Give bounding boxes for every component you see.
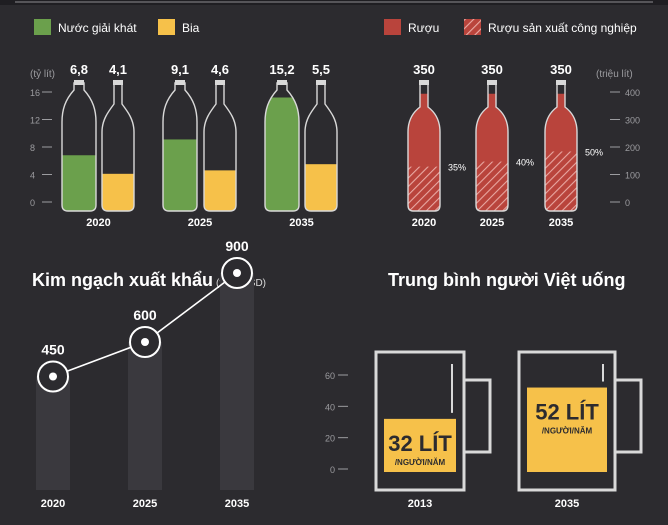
x-tick-right: 2020	[412, 217, 436, 229]
y-tick-right: 300	[625, 116, 640, 126]
legend-swatch-wine	[384, 19, 401, 35]
y-tick-right: 0	[625, 198, 630, 208]
x-tick-left: 2025	[188, 217, 212, 229]
legend-swatch-beer	[158, 19, 175, 35]
x-tick-export: 2020	[41, 498, 65, 510]
y-axis-label-right: (triệu lít)	[596, 69, 633, 80]
x-tick-mug: 2013	[408, 498, 432, 510]
data-label-industrial: 35%	[448, 163, 466, 173]
y-tick-right: 200	[625, 143, 640, 153]
bottle-cap	[215, 80, 225, 85]
bottle-icon	[203, 82, 237, 212]
data-label-beer: 4,1	[109, 62, 127, 77]
wine-bottle-icon	[475, 82, 509, 212]
bar-soft-drink	[62, 155, 96, 211]
mug-handle	[615, 378, 643, 454]
beer-mug-icon	[374, 350, 466, 492]
y-tick-left: 4	[30, 171, 35, 181]
y-tick-left: 0	[30, 198, 35, 208]
data-label-soft-drink: 6,8	[70, 62, 88, 77]
y-tick-mug: 20	[325, 434, 335, 444]
bar-consumption	[527, 387, 607, 472]
bottle-cap	[277, 80, 287, 85]
data-label-soft-drink: 15,2	[269, 62, 294, 77]
y-tick-left: 16	[30, 88, 40, 98]
data-label-export: 600	[133, 307, 157, 323]
bar-beer	[305, 164, 337, 211]
data-label-wine: 350	[481, 62, 503, 77]
chart-title-export: Kim ngạch xuất khẩu	[32, 270, 213, 290]
wine-bottle-icon	[544, 82, 578, 212]
bottle-icon	[264, 82, 300, 212]
legend-swatch-soft-drink	[34, 19, 51, 35]
column-shadow	[36, 376, 70, 490]
data-label-wine: 350	[550, 62, 572, 77]
bottle-cap	[74, 80, 84, 85]
y-tick-left: 12	[30, 116, 40, 126]
bottle-cap	[175, 80, 185, 85]
bottle-cap	[419, 80, 429, 85]
data-label-beer: 4,6	[211, 62, 229, 77]
bar-beer	[102, 173, 134, 211]
bottle-icon	[162, 82, 198, 212]
y-tick-mug: 40	[325, 402, 335, 412]
x-tick-export: 2025	[133, 498, 157, 510]
point-export	[141, 338, 149, 346]
bar-industrial	[545, 151, 577, 211]
bar-consumption	[384, 418, 456, 472]
point-export	[233, 269, 241, 277]
x-tick-left: 2035	[289, 217, 313, 229]
data-sublabel-consumption: /NGƯỜI/NĂM	[395, 458, 446, 467]
data-label-industrial: 40%	[516, 158, 534, 168]
beer-mug-icon	[517, 350, 617, 492]
legend-label-wine: Rượu	[408, 21, 439, 35]
data-label-beer: 5,5	[312, 62, 330, 77]
bar-industrial	[476, 161, 508, 211]
x-tick-right: 2025	[480, 217, 504, 229]
data-label-export: 450	[41, 342, 65, 358]
bottle-cap	[316, 80, 326, 85]
column-shadow	[220, 273, 254, 490]
column-shadow	[128, 342, 162, 490]
bottle-cap	[556, 80, 566, 85]
legend-label-beer: Bia	[182, 21, 200, 35]
x-tick-right: 2035	[549, 217, 573, 229]
chart-title-consumption: Trung bình người Việt uống	[388, 270, 625, 290]
y-tick-right: 100	[625, 171, 640, 181]
bottle-icon	[304, 82, 338, 212]
y-tick-mug: 0	[330, 465, 335, 475]
data-label-soft-drink: 9,1	[171, 62, 189, 77]
bar-soft-drink	[163, 139, 197, 211]
point-export	[49, 372, 57, 381]
x-tick-left: 2020	[86, 217, 110, 229]
x-tick-export: 2035	[225, 498, 249, 510]
x-tick-mug: 2035	[555, 498, 579, 510]
bottle-icon	[101, 82, 135, 212]
bottle-cap	[113, 80, 123, 85]
y-tick-left: 8	[30, 143, 35, 153]
legend-swatch-industrial	[464, 19, 481, 35]
data-sublabel-consumption: /NGƯỜI/NĂM	[542, 427, 593, 436]
legend-label-industrial: Rượu sản xuất công nghiệp	[488, 21, 637, 35]
bar-industrial	[408, 166, 440, 211]
data-label-wine: 350	[413, 62, 435, 77]
bar-soft-drink	[265, 97, 299, 211]
mug-handle	[464, 378, 492, 454]
y-tick-right: 400	[625, 88, 640, 98]
bar-beer	[204, 170, 236, 211]
bottle-cap	[487, 80, 497, 85]
data-label-industrial: 50%	[585, 147, 603, 157]
y-axis-label-left: (tỷ lít)	[30, 68, 55, 80]
data-label-consumption: 32 LÍT	[388, 431, 452, 456]
bottle-icon	[61, 82, 97, 212]
data-label-consumption: 52 LÍT	[535, 400, 599, 425]
wine-bottle-icon	[407, 82, 441, 212]
legend-label-soft-drink: Nước giải khát	[58, 21, 137, 35]
data-label-export: 900	[225, 238, 249, 254]
y-tick-mug: 60	[325, 371, 335, 381]
